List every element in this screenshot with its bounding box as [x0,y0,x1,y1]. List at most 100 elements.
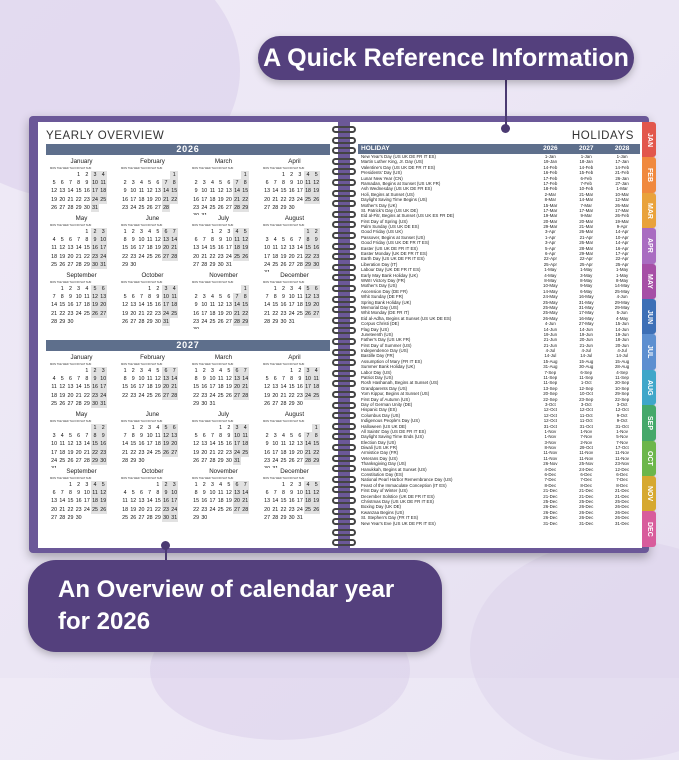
day-cell: 7 [77,376,81,383]
day-cell: 12 [280,245,287,252]
day-cell: 4 [156,425,160,431]
month-tab-sep[interactable]: SEP [642,405,656,441]
day-cell: 15 [67,498,74,505]
month-tab-apr[interactable]: APR [642,228,656,264]
day-cell: 4 [170,285,179,294]
day-cell: 7 [139,294,143,301]
day-cell: 22 [122,253,129,260]
day-cell: 16 [193,310,200,317]
day-cell: 2 [123,180,127,187]
day-cell: 27 [264,514,271,521]
day-cell [296,228,304,236]
holiday-row: Hanukkah, Begins at Sunset (US) 4-Dec 24-D… [358,466,640,473]
month-tab-dec[interactable]: DEC [642,511,656,547]
month-tab-oct[interactable]: OCT [642,440,656,476]
holiday-date: 18-Feb [543,186,558,192]
holiday-name: Good Friday (US UK DE FR IT ES) [361,240,430,246]
day-cell: 22 [130,449,137,456]
day-cell [296,424,304,432]
month-tab-jun[interactable]: JUN [642,298,656,335]
month-name: June [145,215,160,222]
day-cell: 20 [67,392,74,399]
day-cell: 29 [209,261,216,268]
day-cell: 26 [241,252,250,261]
holiday-date: 26-Mar [615,202,630,208]
day-cell: 22 [288,392,295,399]
month-tab-jan[interactable]: JAN [642,122,656,158]
holiday-row: First Day of Summer (US) 21-Jun 21-Jun 20-J… [358,343,640,348]
day-cell: 24 [232,448,242,457]
day-cell: 25 [303,505,313,514]
holiday-row: Corpus Christi (DE) 4-Jun 27-May 15-Jun [358,321,640,326]
holiday-name: Spring Bank Holiday (UK) [361,299,412,305]
spiral-coil [332,369,356,377]
day-cell: 10 [296,490,303,497]
holiday-date: 8-May [580,277,593,283]
day-cell: 2 [219,229,223,235]
day-cell: 7 [60,490,64,497]
holiday-row: Columbus Day (US) 12-Oct 11-Oct 9-Oct [358,412,640,419]
month-tab-jul[interactable]: JUL [642,334,656,370]
header-2026: 2026 [543,145,558,152]
holiday-row: Patriot Day (US) 11-Sep 11-Sep 11-Sep [358,375,640,380]
day-cell: 17 [90,187,100,196]
holiday-date: 6-Apr [544,251,556,257]
day-cell: 10 [303,375,313,384]
day-cell: 25 [272,261,279,268]
day-cell: 19 [225,498,232,505]
holiday-date: 29-Mar [543,224,558,230]
holiday-row: Easter (US UK DE FR IT ES) 5-Apr 28-Mar 16-… [358,246,640,251]
holiday-date: 26-Feb [615,213,630,219]
day-cell: 20 [296,449,303,456]
day-cell: 24 [303,391,313,400]
day-cell: 28 [201,261,208,268]
day-cell: 7 [161,179,171,188]
month-tab-mar[interactable]: MAR [642,192,656,229]
day-cell: 9 [194,302,198,309]
holiday-date: 23-Nov [615,461,630,467]
holiday-row: Hispanic Day (ES) 12-Oct 12-Oct 12-Oct [358,407,640,412]
holiday-date: 14-Feb [615,164,630,170]
month-calendar: June MON TUE WED THU FRI SAT SUN 1 2 3 4 5 6 7 8 9… [117,411,188,468]
day-cell: 17 [232,440,242,449]
day-cell: 24 [75,310,82,317]
day-cell: 29 [146,318,153,325]
day-cell: 19 [217,196,224,203]
holiday-date: 27-May [578,321,594,327]
day-cell [225,285,233,293]
day-cell: 19 [312,187,321,196]
day-cell: 29 [90,456,100,465]
day-cell: 8 [156,490,160,497]
holiday-name: Indigenous People's Day (US) [361,418,420,424]
month-tab-aug[interactable]: AUG [642,369,656,406]
day-cell: 28 [138,318,145,325]
month-tab-may[interactable]: MAY [642,263,656,299]
holiday-date: 20-Sep [543,391,558,397]
day-cell [263,424,271,432]
day-cell: 10 [161,293,171,302]
holiday-date: 29-Mar [579,251,594,257]
day-cell: 26 [217,204,224,211]
month-tab-feb[interactable]: FEB [642,157,656,193]
day-cell: 6 [194,237,198,244]
holiday-date: 8-Dec [544,482,557,488]
day-cell: 8 [281,180,285,187]
holiday-name: Liberation Day (IT) [361,261,398,267]
day-cell [263,367,271,375]
weekday-header: MON TUE WED THU FRI SAT SUN [263,477,305,480]
day-cell: 17 [75,302,82,309]
day-cell: 2 [312,228,321,237]
day-cell: 26 [225,506,232,513]
holiday-date: 8-Nov [544,445,557,451]
day-cell: 1 [219,425,223,431]
holiday-row: Boxing Day (UK DE) 26-Dec 26-Dec 26-Dec [358,504,640,509]
holiday-date: 11-Sep [543,375,558,381]
holiday-date: 20-Mar [579,218,594,224]
day-cell [271,228,279,236]
spiral-coil [332,454,356,462]
day-cell [58,228,66,236]
month-tab-nov[interactable]: NOV [642,475,656,512]
holiday-date: 11-Nov [615,450,629,456]
spiral-coil [332,412,356,420]
day-cell: 1 [85,368,89,374]
